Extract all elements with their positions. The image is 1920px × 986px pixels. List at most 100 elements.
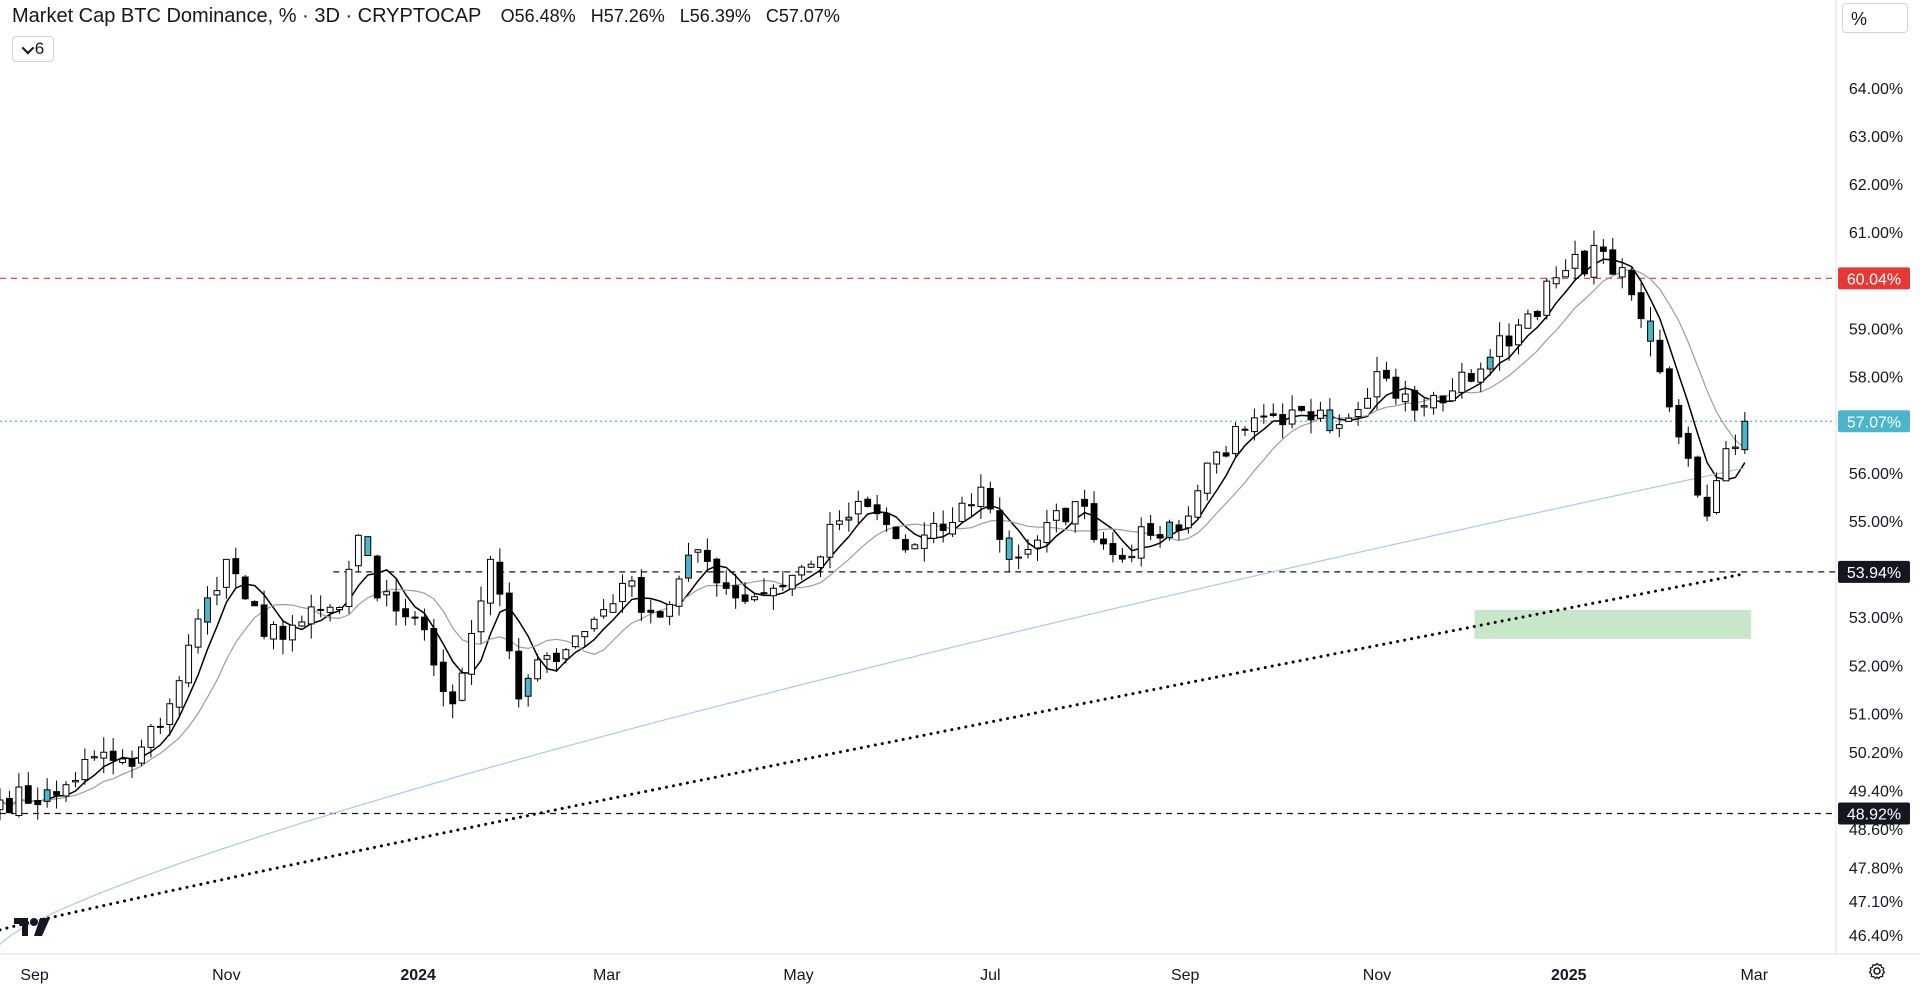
candle-68[interactable]: [637, 569, 645, 622]
candle-162[interactable]: [1524, 309, 1532, 329]
candle-117[interactable]: [1100, 532, 1107, 550]
candle-121[interactable]: [1137, 517, 1145, 567]
candle-69[interactable]: [647, 599, 655, 624]
candle-63[interactable]: [590, 616, 598, 632]
candle-66[interactable]: [619, 574, 626, 613]
candle-136[interactable]: [1279, 403, 1287, 439]
candle-147[interactable]: [1383, 361, 1390, 382]
settings-gear-icon[interactable]: [1868, 962, 1886, 980]
candle-91[interactable]: [854, 490, 862, 524]
candle-95[interactable]: [892, 526, 900, 540]
candle-141[interactable]: [1326, 398, 1334, 434]
candle-14[interactable]: [128, 750, 136, 779]
candle-33[interactable]: [307, 594, 315, 639]
candle-23[interactable]: [213, 576, 221, 606]
candle-142[interactable]: [1335, 414, 1343, 438]
candle-83[interactable]: [779, 571, 787, 591]
candle-133[interactable]: [1250, 408, 1258, 441]
candle-38[interactable]: [354, 534, 362, 573]
candle-151[interactable]: [1420, 397, 1428, 417]
candle-75[interactable]: [703, 538, 711, 572]
candle-12[interactable]: [109, 738, 117, 775]
candle-157[interactable]: [1477, 362, 1485, 392]
candle-52[interactable]: [487, 555, 494, 616]
candle-120[interactable]: [1128, 544, 1136, 563]
indicators-toggle-button[interactable]: 6: [12, 36, 54, 62]
candle-15[interactable]: [138, 739, 145, 766]
candle-20[interactable]: [185, 634, 193, 688]
candle-124[interactable]: [1166, 519, 1173, 541]
candle-119[interactable]: [1118, 547, 1126, 563]
candle-158[interactable]: [1486, 349, 1494, 376]
candle-87[interactable]: [817, 555, 824, 578]
candle-99[interactable]: [930, 511, 938, 544]
candle-92[interactable]: [864, 496, 872, 508]
candle-61[interactable]: [571, 635, 579, 649]
candle-131[interactable]: [1232, 422, 1239, 459]
candle-97[interactable]: [911, 542, 919, 550]
candle-36[interactable]: [336, 606, 343, 614]
candle-134[interactable]: [1260, 404, 1268, 424]
candles-layer[interactable]: [0, 230, 1749, 821]
candle-30[interactable]: [279, 619, 287, 655]
candle-182[interactable]: [1713, 472, 1720, 515]
candle-51[interactable]: [477, 586, 485, 644]
candle-176[interactable]: [1656, 329, 1664, 375]
candle-34[interactable]: [317, 595, 325, 618]
candle-86[interactable]: [807, 560, 815, 569]
candle-140[interactable]: [1316, 401, 1324, 422]
candle-7[interactable]: [62, 781, 70, 803]
candle-21[interactable]: [194, 609, 202, 654]
candle-24[interactable]: [222, 558, 230, 599]
candle-106[interactable]: [996, 497, 1004, 553]
candle-118[interactable]: [1109, 532, 1117, 563]
candle-54[interactable]: [505, 582, 513, 659]
candle-28[interactable]: [260, 590, 268, 640]
candle-41[interactable]: [383, 579, 391, 607]
candle-18[interactable]: [166, 698, 174, 736]
candle-154[interactable]: [1449, 378, 1456, 403]
candle-29[interactable]: [270, 621, 277, 650]
candle-57[interactable]: [534, 653, 542, 682]
candle-173[interactable]: [1628, 266, 1636, 301]
candle-49[interactable]: [458, 667, 466, 702]
candle-122[interactable]: [1147, 514, 1155, 541]
candle-81[interactable]: [760, 578, 768, 595]
candle-145[interactable]: [1364, 388, 1371, 409]
candle-132[interactable]: [1241, 426, 1249, 437]
candle-164[interactable]: [1543, 277, 1551, 320]
candle-65[interactable]: [609, 594, 617, 613]
candle-9[interactable]: [81, 748, 89, 785]
candle-60[interactable]: [562, 647, 570, 664]
candle-129[interactable]: [1213, 450, 1221, 474]
candle-112[interactable]: [1052, 503, 1060, 533]
candle-71[interactable]: [666, 601, 674, 626]
candle-139[interactable]: [1307, 398, 1315, 434]
candle-3[interactable]: [24, 772, 32, 804]
candle-105[interactable]: [986, 481, 994, 514]
candle-88[interactable]: [826, 512, 834, 569]
candle-56[interactable]: [524, 674, 532, 707]
candle-180[interactable]: [1694, 455, 1702, 498]
candle-43[interactable]: [402, 598, 409, 626]
candle-77[interactable]: [722, 570, 730, 595]
candle-148[interactable]: [1392, 368, 1400, 405]
candle-0[interactable]: [0, 788, 4, 821]
candle-58[interactable]: [543, 652, 551, 673]
candle-109[interactable]: [1024, 538, 1032, 559]
candle-161[interactable]: [1515, 318, 1522, 355]
candle-125[interactable]: [1175, 519, 1183, 541]
candle-159[interactable]: [1496, 322, 1504, 371]
candle-82[interactable]: [769, 584, 777, 611]
candle-70[interactable]: [656, 610, 664, 618]
candle-1[interactable]: [6, 790, 13, 814]
candle-160[interactable]: [1505, 323, 1513, 361]
candle-156[interactable]: [1467, 369, 1475, 383]
candle-126[interactable]: [1184, 506, 1192, 534]
candle-78[interactable]: [732, 573, 740, 609]
candle-13[interactable]: [119, 749, 127, 765]
candle-135[interactable]: [1269, 403, 1277, 418]
candle-167[interactable]: [1571, 240, 1579, 280]
candle-138[interactable]: [1298, 405, 1305, 412]
